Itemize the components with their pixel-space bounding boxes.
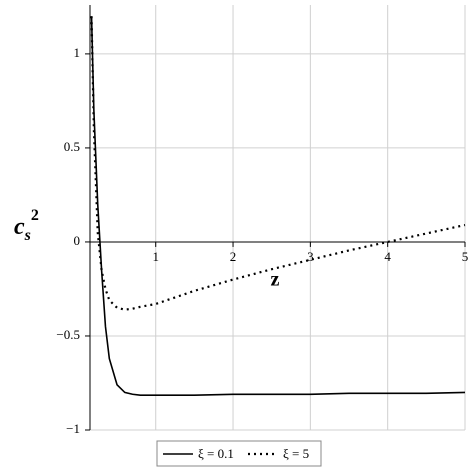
y-label-sup: 2 (31, 207, 39, 224)
y-tick-label: −1 (66, 421, 80, 436)
x-axis-label: z (271, 269, 280, 291)
x-tick-label: 2 (230, 249, 237, 264)
y-tick-label: −0.5 (56, 327, 80, 342)
x-tick-label: 3 (307, 249, 314, 264)
y-tick-label: 0.5 (64, 139, 80, 154)
x-tick-label: 4 (384, 249, 391, 264)
legend-label: ξ = 0.1 (198, 446, 234, 461)
y-tick-label: 0 (74, 233, 81, 248)
y-label-sub: s (24, 227, 31, 244)
line-series (90, 16, 466, 397)
x-tick-label: 5 (462, 249, 469, 264)
y-tick-label: 1 (74, 45, 81, 60)
line-series (90, 16, 466, 311)
y-axis-label: cs2 (14, 207, 39, 244)
y-label-base: c (14, 214, 25, 240)
x-tick-label: 1 (152, 249, 159, 264)
legend-box (156, 440, 322, 467)
legend-label: ξ = 5 (283, 446, 309, 461)
